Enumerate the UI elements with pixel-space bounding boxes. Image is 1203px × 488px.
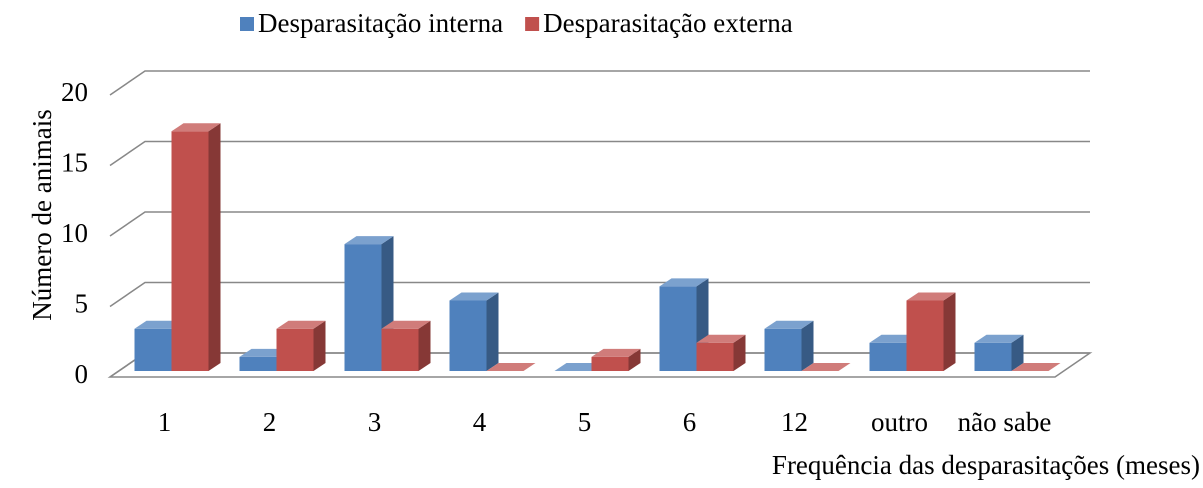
bar — [801, 363, 851, 371]
bar-top — [906, 292, 956, 301]
bar-side — [313, 320, 326, 371]
bar-front — [906, 300, 944, 371]
bar-top — [659, 278, 709, 287]
bar-top — [276, 320, 326, 329]
y-tick-label: 5 — [75, 289, 89, 319]
bar — [171, 123, 221, 371]
bar-top — [764, 320, 814, 329]
bar — [554, 363, 604, 371]
grid-line — [109, 281, 1090, 308]
bar-top — [134, 320, 184, 329]
bar-front — [134, 328, 172, 371]
bar-front — [171, 131, 209, 371]
bar — [974, 334, 1024, 371]
bar — [381, 320, 431, 371]
bar-top — [449, 292, 499, 301]
bar-top — [696, 334, 746, 343]
floor — [107, 352, 1093, 378]
bar — [906, 292, 956, 371]
bar-side — [208, 123, 221, 371]
bar-top — [591, 348, 641, 357]
y-tick-label: 20 — [61, 77, 88, 107]
bar-top — [239, 348, 289, 357]
bar-front — [381, 328, 419, 371]
x-tick-label: 2 — [263, 407, 277, 437]
grid-line — [109, 211, 1090, 237]
x-tick-label: 1 — [158, 407, 172, 437]
bar-front — [659, 286, 697, 371]
bar-side — [943, 292, 956, 371]
bar-front — [869, 342, 907, 371]
bar-front — [276, 328, 314, 371]
legend-swatch — [240, 17, 254, 31]
bar-top — [486, 363, 536, 371]
x-tick-label: 4 — [473, 407, 487, 437]
bar-top — [974, 334, 1024, 343]
bar-top — [381, 320, 431, 329]
legend-swatch — [525, 17, 540, 31]
bar-top — [344, 236, 394, 245]
y-axis-label: Número de animais — [27, 109, 57, 320]
x-axis-label: Frequência das desparasitações (meses) — [772, 450, 1200, 480]
y-tick-label: 15 — [61, 148, 88, 178]
x-tick-label: 6 — [683, 407, 697, 437]
x-tick-label: 12 — [781, 407, 808, 437]
bar-top — [1011, 363, 1061, 371]
bar — [276, 320, 326, 371]
bar — [696, 334, 746, 371]
x-tick-label: 5 — [578, 407, 592, 437]
bar-front — [239, 356, 277, 371]
bar — [591, 348, 641, 371]
x-tick-label: 3 — [368, 407, 382, 437]
bar-side — [418, 320, 431, 371]
bar-top — [869, 334, 919, 343]
bar-front — [344, 244, 382, 371]
x-tick-label: outro — [871, 407, 928, 437]
bar-side — [801, 320, 814, 371]
bar-side — [733, 334, 746, 371]
bar-front — [696, 342, 734, 371]
bar-side — [486, 292, 499, 371]
bar-front — [764, 328, 802, 371]
bar-top — [554, 363, 604, 371]
bar-front — [591, 356, 629, 371]
legend-label: Desparasitação interna — [258, 8, 503, 38]
bar-side — [1011, 334, 1024, 371]
bar — [764, 320, 814, 371]
bar-front — [449, 300, 487, 371]
bar — [1011, 363, 1061, 371]
bar-side — [628, 348, 641, 371]
bar-top — [171, 123, 221, 132]
bar-front — [974, 342, 1012, 371]
bar — [449, 292, 499, 371]
legend-label: Desparasitação externa — [543, 8, 793, 38]
grid-line — [109, 70, 1090, 96]
x-tick-label: não sabe — [958, 407, 1052, 437]
bar-top — [801, 363, 851, 371]
y-tick-label: 0 — [75, 359, 89, 389]
grid-line — [109, 140, 1090, 167]
bar — [486, 363, 536, 371]
y-tick-label: 10 — [61, 218, 88, 248]
